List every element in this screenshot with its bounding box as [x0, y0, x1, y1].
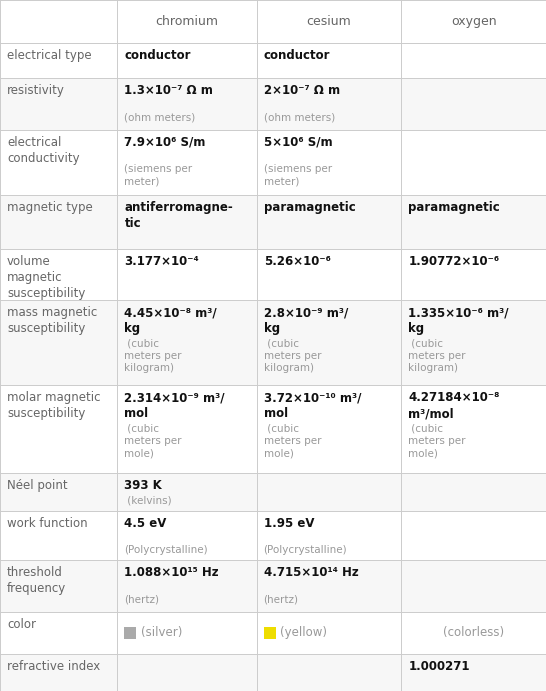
Text: refractive index: refractive index [7, 659, 100, 672]
Bar [0, 511, 546, 560]
Bar [0, 473, 546, 511]
Text: 393 K: 393 K [124, 480, 162, 493]
Text: electrical
conductivity: electrical conductivity [7, 135, 80, 164]
Text: 4.715×10¹⁴ Hz: 4.715×10¹⁴ Hz [264, 566, 358, 579]
Text: volume
magnetic
susceptibility: volume magnetic susceptibility [7, 254, 85, 300]
Text: (siemens per
meter): (siemens per meter) [124, 151, 193, 187]
Text: (colorless): (colorless) [443, 626, 504, 639]
Text: color: color [7, 618, 36, 631]
Text: (cubic
meters per
kilogram): (cubic meters per kilogram) [264, 339, 321, 373]
Text: (hertz): (hertz) [124, 582, 159, 604]
Text: 2.314×10⁻⁹ m³/
mol: 2.314×10⁻⁹ m³/ mol [124, 392, 225, 421]
Text: 1.088×10¹⁵ Hz: 1.088×10¹⁵ Hz [124, 566, 219, 579]
Bar [0, 0, 546, 44]
Bar [0, 249, 546, 301]
Text: conductor: conductor [264, 49, 330, 62]
Text: conductor: conductor [124, 49, 191, 62]
Text: (yellow): (yellow) [280, 626, 327, 639]
Text: resistivity: resistivity [7, 84, 65, 97]
Text: 2.8×10⁻⁹ m³/
kg: 2.8×10⁻⁹ m³/ kg [264, 307, 348, 335]
Text: 2×10⁻⁷ Ω m: 2×10⁻⁷ Ω m [264, 84, 340, 97]
Text: 1.95 eV: 1.95 eV [264, 517, 314, 530]
Text: (silver): (silver) [140, 626, 182, 639]
Text: oxygen: oxygen [451, 15, 496, 28]
Text: (cubic
meters per
mole): (cubic meters per mole) [408, 424, 466, 458]
Text: chromium: chromium [156, 15, 218, 28]
Text: 1.000271: 1.000271 [408, 659, 470, 672]
Text: (cubic
meters per
mole): (cubic meters per mole) [124, 424, 182, 458]
Text: 4.5 eV: 4.5 eV [124, 517, 167, 530]
Text: (cubic
meters per
kilogram): (cubic meters per kilogram) [408, 339, 466, 373]
Text: 7.9×10⁶ S/m: 7.9×10⁶ S/m [124, 135, 206, 149]
Text: electrical type: electrical type [7, 49, 92, 62]
Bar [264, 627, 276, 638]
Bar [0, 301, 546, 386]
Bar [0, 130, 546, 195]
Bar [0, 654, 546, 691]
Text: 1.335×10⁻⁶ m³/
kg: 1.335×10⁻⁶ m³/ kg [408, 307, 509, 335]
Text: molar magnetic
susceptibility: molar magnetic susceptibility [7, 392, 100, 421]
Text: 1.90772×10⁻⁶: 1.90772×10⁻⁶ [408, 254, 500, 267]
Text: paramagnetic: paramagnetic [264, 200, 355, 214]
Text: 5×10⁶ S/m: 5×10⁶ S/m [264, 135, 333, 149]
Bar [0, 195, 546, 249]
Bar [0, 386, 546, 473]
Text: 5.26×10⁻⁶: 5.26×10⁻⁶ [264, 254, 330, 267]
Text: (ohm meters): (ohm meters) [124, 100, 195, 122]
Text: paramagnetic: paramagnetic [408, 200, 500, 214]
Text: (siemens per
meter): (siemens per meter) [264, 151, 332, 187]
Text: antiferromagne-
tic: antiferromagne- tic [124, 200, 233, 229]
Text: (hertz): (hertz) [264, 582, 299, 604]
Text: 4.27184×10⁻⁸
m³/mol: 4.27184×10⁻⁸ m³/mol [408, 392, 500, 421]
Text: mass magnetic
susceptibility: mass magnetic susceptibility [7, 307, 97, 335]
Text: 4.45×10⁻⁸ m³/
kg: 4.45×10⁻⁸ m³/ kg [124, 307, 217, 335]
Text: cesium: cesium [307, 15, 351, 28]
Text: (cubic
meters per
mole): (cubic meters per mole) [264, 424, 321, 458]
Text: Néel point: Néel point [7, 480, 68, 493]
Text: (cubic
meters per
kilogram): (cubic meters per kilogram) [124, 339, 182, 373]
Text: work function: work function [7, 517, 87, 530]
Bar [0, 78, 546, 130]
Bar [124, 627, 136, 638]
Text: 1.3×10⁻⁷ Ω m: 1.3×10⁻⁷ Ω m [124, 84, 213, 97]
Text: (Polycrystalline): (Polycrystalline) [264, 533, 347, 555]
Text: threshold
frequency: threshold frequency [7, 566, 66, 595]
Bar [0, 560, 546, 612]
Bar [0, 44, 546, 78]
Text: 3.72×10⁻¹⁰ m³/
mol: 3.72×10⁻¹⁰ m³/ mol [264, 392, 361, 421]
Bar [0, 612, 546, 654]
Text: (ohm meters): (ohm meters) [264, 100, 335, 122]
Text: (kelvins): (kelvins) [124, 495, 172, 505]
Text: (Polycrystalline): (Polycrystalline) [124, 533, 208, 555]
Text: 3.177×10⁻⁴: 3.177×10⁻⁴ [124, 254, 199, 267]
Text: magnetic type: magnetic type [7, 200, 93, 214]
